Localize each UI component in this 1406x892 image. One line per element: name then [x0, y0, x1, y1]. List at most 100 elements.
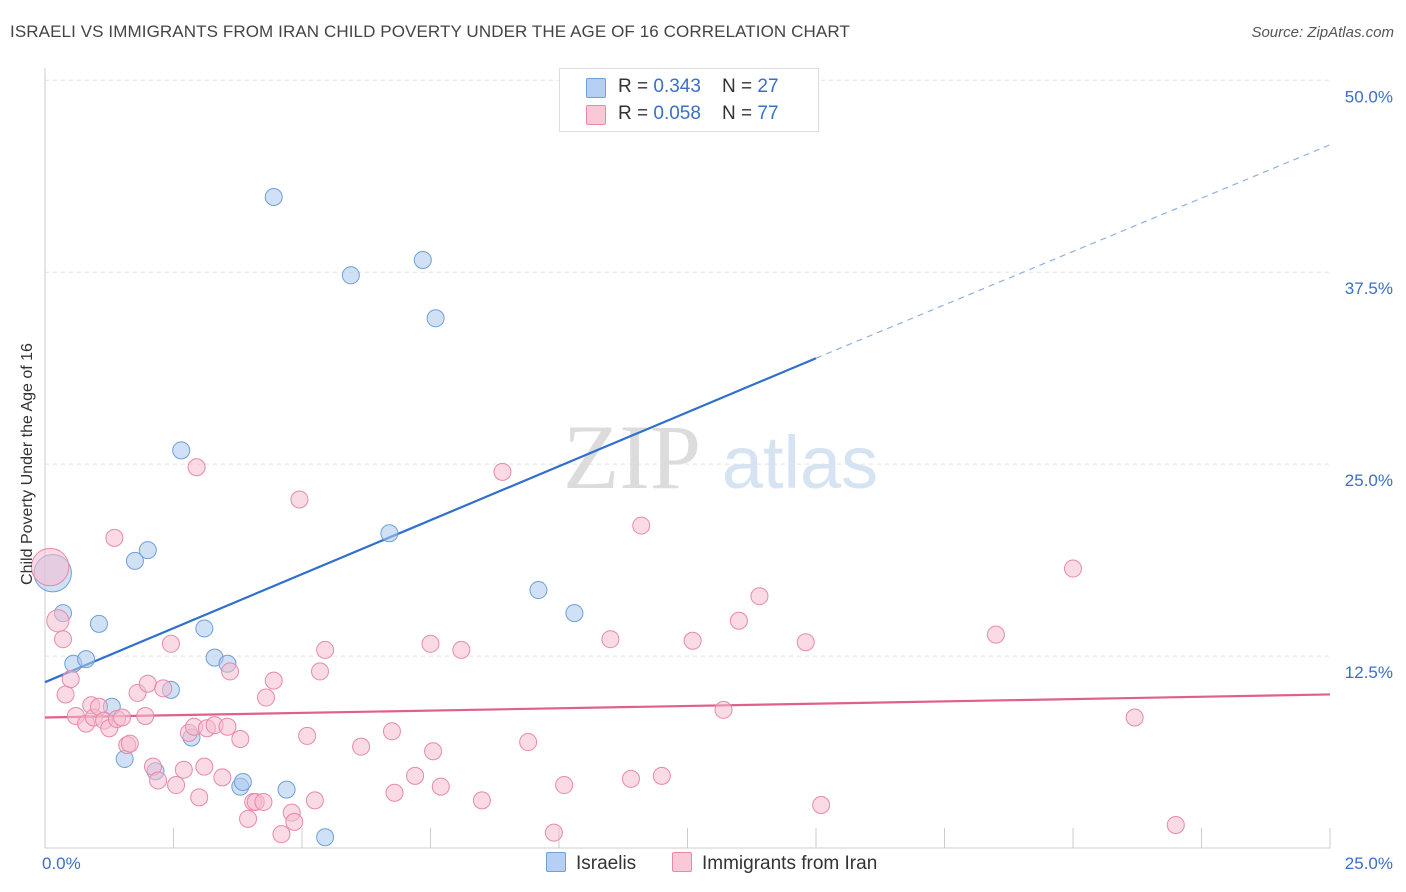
iran-point	[257, 688, 276, 707]
iran-point	[406, 766, 425, 785]
legend-item-iran[interactable]: Immigrants from Iran	[672, 852, 877, 875]
iran-point	[632, 516, 651, 535]
iran-point	[621, 769, 640, 788]
x-tick-label: 0.0%	[42, 854, 81, 873]
iran-point	[1125, 708, 1144, 727]
iran-point	[231, 729, 250, 748]
iran-point	[382, 722, 401, 741]
legend-label: Immigrants from Iran	[702, 853, 878, 874]
iran-point	[601, 630, 620, 649]
iran-point	[729, 611, 748, 630]
israelis-point	[426, 309, 445, 328]
iran-point	[652, 766, 671, 785]
watermark-atlas: atlas	[722, 421, 878, 504]
y-tick-label: 12.5%	[1345, 663, 1393, 682]
iran-point	[254, 792, 273, 811]
iran-point	[113, 708, 132, 727]
iran-point	[796, 633, 815, 652]
israelis-point	[89, 614, 108, 633]
tick-labels: 12.5% 25.0% 37.5% 50.0% 0.0% 25.0%	[42, 87, 1393, 873]
iran-point	[272, 825, 291, 844]
iran-point	[385, 783, 404, 802]
r-value: 0.343	[653, 76, 701, 97]
israelis-swatch	[586, 78, 606, 98]
iran-point	[46, 609, 70, 633]
israelis-point	[77, 650, 96, 669]
iran-point	[218, 717, 237, 736]
iran-point	[138, 674, 157, 693]
watermark-zip: ZIP	[563, 406, 701, 508]
iran-point	[190, 788, 209, 807]
iran-point	[986, 625, 1005, 644]
iran-point	[519, 733, 538, 752]
iran-point	[105, 528, 124, 547]
iran-point	[56, 685, 75, 704]
grid-lines	[45, 79, 1330, 657]
iran-point	[305, 791, 324, 810]
iran-point	[472, 791, 491, 810]
iran-swatch	[586, 105, 606, 125]
iran-point	[285, 812, 304, 831]
iran-legend-swatch	[672, 852, 692, 872]
n-value: 77	[757, 103, 779, 124]
israelis-point	[341, 266, 360, 285]
iran-point	[683, 631, 702, 650]
iran-point	[30, 547, 70, 587]
iran-point	[167, 776, 186, 795]
legend-label: Israelis	[576, 853, 637, 874]
r-label: R =	[618, 103, 654, 124]
israelis-point	[264, 187, 283, 206]
y-tick-label: 50.0%	[1345, 87, 1393, 106]
iran-point	[61, 670, 80, 689]
y-tick-label: 37.5%	[1345, 279, 1393, 298]
n-label: N =	[722, 76, 758, 97]
iran-point	[213, 768, 232, 787]
israelis-point	[316, 828, 335, 847]
israelis-point	[125, 551, 144, 570]
iran-point	[750, 587, 769, 606]
iran-point	[221, 662, 240, 681]
israelis-point	[195, 619, 214, 638]
source-label: Source: ZipAtlas.com	[1251, 24, 1394, 41]
iran-trend-line	[44, 693, 1331, 719]
israelis-point	[380, 524, 399, 543]
iran-point	[149, 771, 168, 790]
iran-point	[352, 737, 371, 756]
iran-point	[493, 462, 512, 481]
watermark: ZIP atlas	[563, 406, 878, 508]
iran-point	[714, 700, 733, 719]
iran-point	[1064, 559, 1082, 578]
iran-point	[187, 458, 206, 477]
iran-point	[290, 490, 309, 509]
x-tick-label: 25.0%	[1345, 854, 1393, 873]
iran-point	[421, 634, 440, 653]
n-value: 27	[757, 76, 779, 97]
israelis-point	[233, 772, 252, 791]
axes	[44, 68, 1331, 849]
iran-point	[452, 640, 471, 659]
chart-title: ISRAELI VS IMMIGRANTS FROM IRAN CHILD PO…	[10, 22, 850, 41]
iran-point	[424, 742, 443, 761]
israelis-point	[277, 780, 296, 799]
y-tick-label: 25.0%	[1345, 471, 1393, 490]
iran-point	[195, 757, 214, 776]
israelis-point	[413, 250, 432, 269]
legend-item-israelis[interactable]: Israelis	[546, 852, 636, 875]
data-points	[30, 187, 1185, 847]
trend-lines	[44, 144, 1331, 719]
iran-point	[136, 706, 155, 725]
r-label: R =	[618, 76, 654, 97]
israelis-point	[138, 541, 157, 560]
israelis-point	[565, 604, 584, 623]
iran-point	[310, 662, 329, 681]
iran-point	[174, 760, 193, 779]
iran-point	[161, 634, 180, 653]
stats-legend: R = 0.343 N = 27 R = 0.058 N = 77	[559, 68, 819, 132]
israelis-trend-extension	[815, 144, 1331, 359]
iran-point	[812, 796, 831, 815]
iran-point	[53, 630, 72, 649]
israelis-trend-line	[44, 357, 817, 684]
iran-point	[154, 679, 173, 698]
israelis-legend-swatch	[546, 852, 566, 872]
y-axis-label: Child Poverty Under the Age of 16	[19, 343, 36, 585]
